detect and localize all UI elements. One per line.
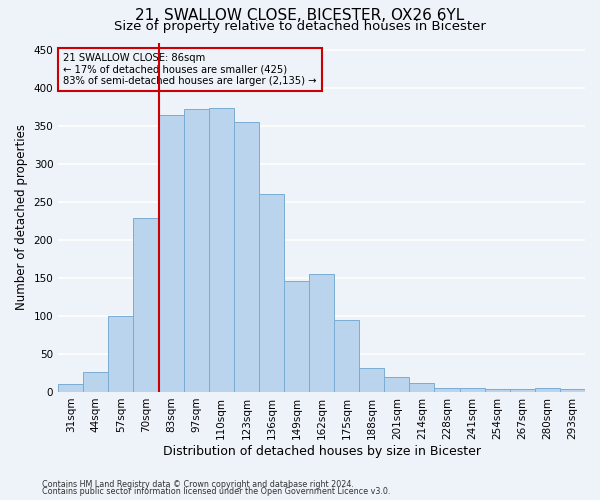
Bar [158,114,184,392]
Bar [133,218,158,392]
Bar [234,122,259,392]
Text: 21, SWALLOW CLOSE, BICESTER, OX26 6YL: 21, SWALLOW CLOSE, BICESTER, OX26 6YL [136,8,464,22]
Text: Contains public sector information licensed under the Open Government Licence v3: Contains public sector information licen… [42,487,391,496]
Bar [560,389,585,392]
Bar [409,383,434,392]
Bar [510,389,535,392]
Bar [284,281,309,392]
Y-axis label: Number of detached properties: Number of detached properties [15,124,28,310]
Text: Size of property relative to detached houses in Bicester: Size of property relative to detached ho… [114,20,486,33]
Bar [434,388,460,392]
Bar [385,377,409,392]
Bar [83,372,109,392]
Bar [209,108,234,392]
Text: 21 SWALLOW CLOSE: 86sqm
← 17% of detached houses are smaller (425)
83% of semi-d: 21 SWALLOW CLOSE: 86sqm ← 17% of detache… [64,53,317,86]
Bar [334,320,359,392]
Bar [485,389,510,392]
Bar [359,368,385,392]
Text: Contains HM Land Registry data © Crown copyright and database right 2024.: Contains HM Land Registry data © Crown c… [42,480,354,489]
Bar [184,110,209,392]
Bar [58,384,83,392]
Bar [259,194,284,392]
Bar [309,274,334,392]
X-axis label: Distribution of detached houses by size in Bicester: Distribution of detached houses by size … [163,444,481,458]
Bar [460,388,485,392]
Bar [109,316,133,392]
Bar [535,388,560,392]
